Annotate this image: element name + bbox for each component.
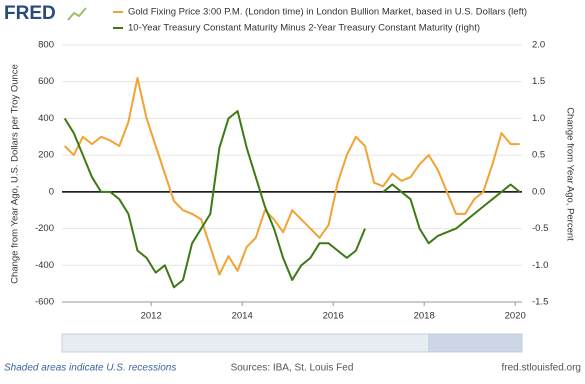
logo-icon — [67, 7, 87, 21]
y-tick-label: -400 — [35, 260, 54, 271]
series-line — [63, 110, 521, 289]
logo: FRED — [4, 3, 56, 24]
y-tick-label: 600 — [38, 76, 54, 87]
range-selection[interactable] — [428, 334, 522, 352]
x-tick-label: 2014 — [232, 311, 253, 322]
legend-label: 10-Year Treasury Constant Maturity Minus… — [128, 23, 480, 34]
y2-tick-label: -0.5 — [532, 223, 548, 234]
legend-label: Gold Fixing Price 3:00 P.M. (London time… — [128, 7, 527, 18]
y2-tick-label: 0.5 — [532, 150, 545, 161]
y-axis-label: Change from Year Ago, U.S. Dollars per T… — [10, 64, 21, 284]
y-tick-label: -200 — [35, 223, 54, 234]
y2-tick-label: -1.0 — [532, 260, 548, 271]
y-tick-label: 400 — [38, 113, 54, 124]
y-tick-label: 200 — [38, 150, 54, 161]
x-tick-label: 2012 — [141, 311, 162, 322]
series-line — [63, 77, 520, 276]
y2-tick-label: -1.5 — [532, 297, 548, 308]
y2-tick-label: 1.5 — [532, 76, 545, 87]
y-tick-label: 800 — [38, 40, 54, 51]
y-tick-label: 0 — [49, 186, 54, 197]
y2-tick-label: 1.0 — [532, 113, 545, 124]
y-tick-label: -600 — [35, 297, 54, 308]
x-tick-label: 2020 — [505, 311, 526, 322]
y2-tick-label: 2.0 — [532, 40, 545, 51]
site: fred.stlouisfed.org — [502, 363, 582, 374]
recession-note: Shaded areas indicate U.S. recessions — [4, 363, 176, 374]
y2-axis-label: Change from Year Ago, Percent — [564, 107, 575, 241]
y2-tick-label: 0.0 — [532, 186, 545, 197]
source: Sources: IBA, St. Louis Fed — [231, 363, 354, 374]
x-tick-label: 2018 — [414, 311, 435, 322]
x-tick-label: 2016 — [323, 311, 344, 322]
